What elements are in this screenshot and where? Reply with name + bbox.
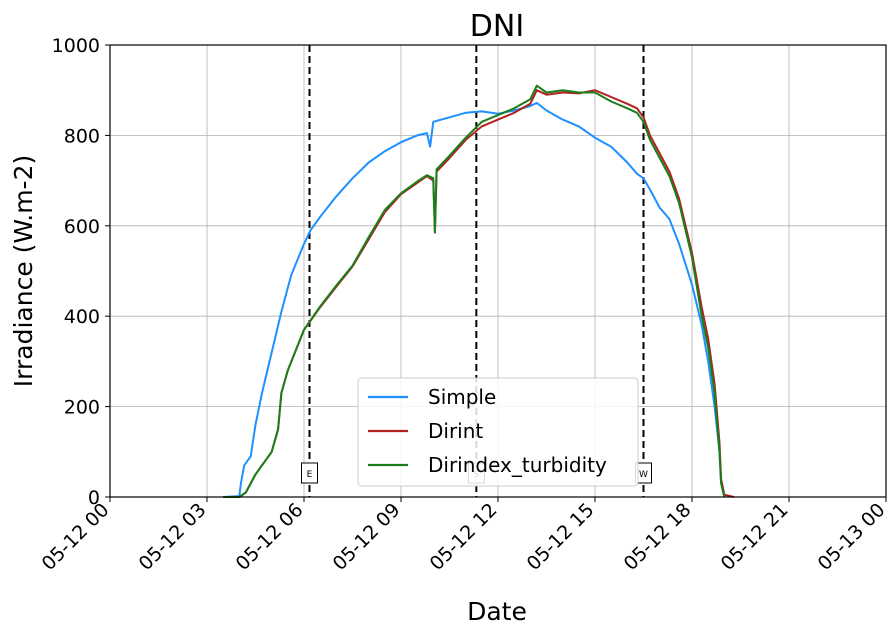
x-tick-label: 05-12 21: [717, 499, 793, 575]
x-tick-label: 05-12 09: [329, 499, 405, 575]
y-axis-label: Irradiance (W.m-2): [9, 155, 38, 387]
legend-label: Dirint: [428, 419, 483, 443]
x-axis-ticks: 05-12 00 05-12 03 05-12 06 05-12 09 05-12 12…: [38, 497, 890, 575]
x-tick-label: 05-12 06: [232, 499, 308, 575]
x-tick-label: 05-13 00: [814, 499, 890, 575]
y-tick-label: 0: [88, 487, 100, 509]
chart-title: DNI: [470, 9, 524, 44]
x-tick-label: 05-12 15: [523, 499, 599, 575]
series-line-dirindex-turbidity: [223, 84, 726, 498]
y-tick-label: 400: [64, 306, 100, 328]
y-tick-label: 800: [64, 125, 100, 147]
x-tick-label: 05-12 12: [426, 499, 502, 575]
legend-box: [357, 377, 639, 487]
x-tick-label: 05-12 00: [38, 499, 114, 575]
y-tick-label: 1000: [52, 35, 100, 57]
marker-box: [300, 462, 318, 484]
legend-label: Dirindex_turbidity: [428, 453, 607, 477]
y-axis-ticks: 0 200 400 600 800 1000: [52, 35, 110, 509]
x-axis-label: Date: [467, 597, 527, 626]
x-tick-label: 05-12 18: [620, 499, 696, 575]
marker-label: E: [307, 470, 313, 480]
legend: Simple Dirint Dirindex_turbidity: [357, 377, 639, 487]
series-lines: [223, 84, 735, 498]
series-line-simple: [223, 101, 723, 498]
legend-label: Simple: [428, 385, 496, 409]
x-tick-label: 05-12 03: [135, 499, 211, 575]
y-tick-label: 600: [64, 216, 100, 238]
y-tick-label: 200: [64, 397, 100, 419]
marker-label: W: [639, 470, 648, 480]
